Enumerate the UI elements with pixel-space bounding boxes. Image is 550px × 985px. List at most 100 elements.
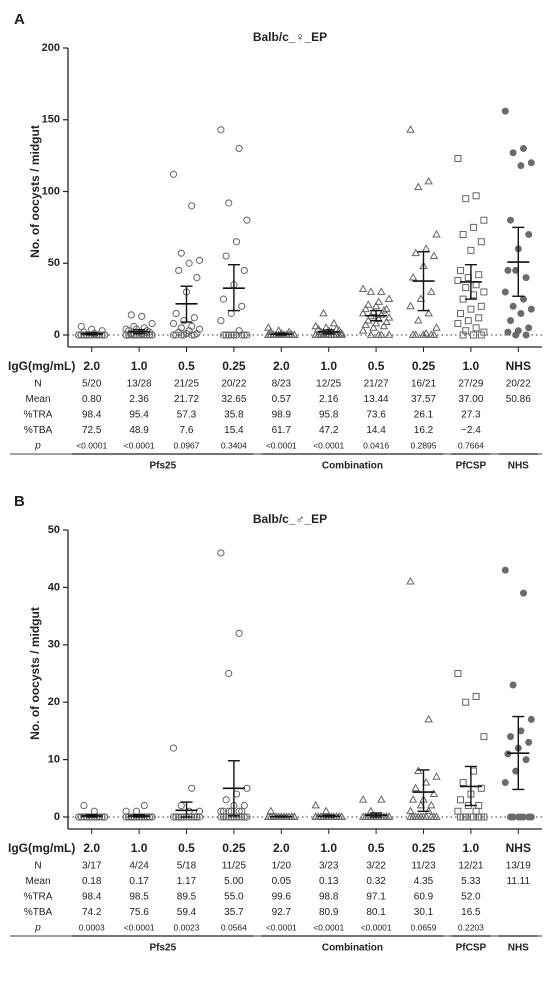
- data-point: [507, 317, 514, 325]
- table-cell: 37.57: [411, 394, 436, 405]
- data-point: [75, 813, 83, 821]
- data-point: [369, 323, 378, 331]
- data-point: [464, 317, 472, 325]
- chart-title: Balb/c_♂_EP: [253, 512, 327, 526]
- data-point: [477, 784, 485, 792]
- data-point: [364, 300, 373, 308]
- table-cell: −2.4: [461, 425, 481, 436]
- data-point: [501, 288, 509, 296]
- data-point: [193, 813, 201, 821]
- table-cell: 80.1: [366, 907, 386, 918]
- data-point: [361, 320, 370, 328]
- table-cell: 59.4: [177, 907, 197, 918]
- x-tick-label: 2.0: [273, 359, 290, 373]
- table-cell: 35.7: [224, 907, 244, 918]
- x-axis-label: IgG(mg/mL): [8, 841, 75, 855]
- data-point: [377, 287, 386, 295]
- data-point: [525, 813, 533, 821]
- data-point: [266, 806, 276, 815]
- data-point: [193, 274, 201, 282]
- table-cell: 0.05: [272, 876, 292, 887]
- x-tick-label: 0.5: [178, 841, 195, 855]
- table-cell: 1.17: [177, 876, 197, 887]
- data-point: [225, 199, 233, 207]
- data-point: [477, 302, 485, 310]
- data-point: [329, 318, 339, 327]
- data-point: [424, 176, 433, 185]
- panel-label: A: [14, 11, 25, 28]
- table-cell: 3/23: [319, 861, 339, 872]
- table-cell: 5.00: [224, 876, 244, 887]
- data-point: [406, 577, 415, 585]
- data-point: [384, 330, 394, 338]
- data-point: [358, 326, 368, 334]
- data-point: [517, 162, 525, 170]
- data-point: [230, 331, 238, 339]
- row-label: %TRA: [24, 892, 53, 903]
- data-point: [169, 744, 178, 752]
- data-point: [217, 549, 225, 557]
- data-point: [222, 252, 230, 260]
- data-point: [145, 813, 154, 821]
- data-point: [522, 274, 530, 282]
- data-point: [80, 328, 88, 336]
- x-tick-label: 0.5: [178, 359, 195, 373]
- table-cell: 3/22: [366, 861, 386, 872]
- table-cell: 50.86: [506, 394, 531, 405]
- data-point: [467, 305, 475, 313]
- data-point: [414, 182, 423, 191]
- table-cell: 80.9: [319, 907, 339, 918]
- data-point: [406, 125, 415, 133]
- data-point: [172, 309, 180, 318]
- data-point: [509, 302, 517, 310]
- table-cell: 0.2203: [458, 922, 484, 932]
- data-point: [217, 317, 225, 325]
- data-point: [507, 813, 514, 821]
- y-tick-label: 50: [48, 257, 60, 269]
- x-tick-label: 1.0: [463, 359, 480, 373]
- table-cell: 2.16: [319, 394, 339, 405]
- data-point: [361, 812, 370, 820]
- data-point: [311, 800, 320, 809]
- data-point: [311, 321, 320, 330]
- data-point: [127, 311, 135, 319]
- data-point: [377, 310, 386, 318]
- table-cell: 98.8: [319, 892, 339, 903]
- data-point: [416, 800, 426, 809]
- data-point: [457, 266, 464, 274]
- table-cell: 16.2: [414, 425, 434, 436]
- data-point: [264, 323, 273, 331]
- table-cell: 8/23: [272, 379, 292, 390]
- data-point: [180, 331, 188, 339]
- data-point: [419, 330, 428, 338]
- data-point: [169, 170, 178, 178]
- table-cell: 0.0659: [411, 922, 437, 932]
- x-tick-label: 1.0: [463, 841, 480, 855]
- data-point: [240, 813, 248, 821]
- data-point: [122, 807, 130, 815]
- table-cell: 92.7: [272, 907, 292, 918]
- table-cell: <0.0001: [313, 922, 344, 932]
- data-point: [522, 331, 530, 339]
- row-label: N: [34, 861, 41, 872]
- table-cell: 95.4: [129, 410, 149, 421]
- group-label: Combination: [322, 461, 383, 472]
- data-point: [480, 216, 488, 224]
- data-point: [454, 276, 462, 284]
- data-point: [522, 756, 530, 764]
- data-point: [432, 772, 441, 780]
- data-point: [504, 328, 512, 336]
- table-cell: 11/25: [222, 861, 247, 872]
- data-point: [125, 813, 133, 821]
- data-point: [172, 813, 180, 821]
- data-point: [188, 331, 196, 339]
- data-point: [321, 806, 331, 815]
- data-point: [475, 813, 483, 821]
- data-point: [361, 304, 370, 313]
- data-point: [227, 331, 235, 339]
- data-point: [514, 813, 522, 821]
- y-tick-label: 30: [48, 639, 60, 651]
- data-point: [427, 330, 436, 338]
- table-cell: 5/20: [82, 379, 102, 390]
